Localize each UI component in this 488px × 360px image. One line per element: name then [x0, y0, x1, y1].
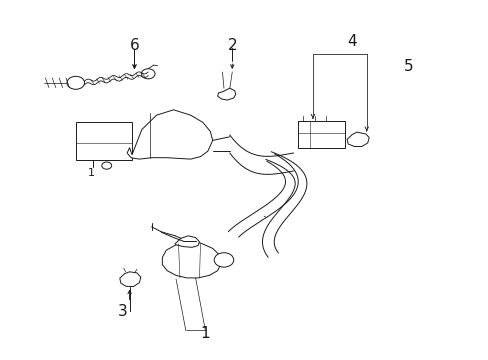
Polygon shape [127, 110, 212, 159]
Circle shape [141, 69, 155, 79]
Polygon shape [346, 132, 368, 147]
FancyBboxPatch shape [76, 122, 132, 160]
Polygon shape [162, 242, 221, 278]
Circle shape [214, 253, 233, 267]
Circle shape [102, 162, 111, 169]
Text: 1: 1 [88, 168, 95, 178]
Text: 6: 6 [129, 37, 139, 53]
Text: 5: 5 [403, 59, 412, 74]
Polygon shape [217, 88, 235, 100]
Polygon shape [175, 236, 199, 247]
Text: 4: 4 [346, 34, 356, 49]
Text: 1: 1 [200, 325, 210, 341]
Polygon shape [120, 272, 141, 287]
Bar [298, 121, 344, 148]
Text: 3: 3 [117, 304, 127, 319]
Circle shape [67, 76, 84, 89]
Text: 2: 2 [227, 37, 237, 53]
